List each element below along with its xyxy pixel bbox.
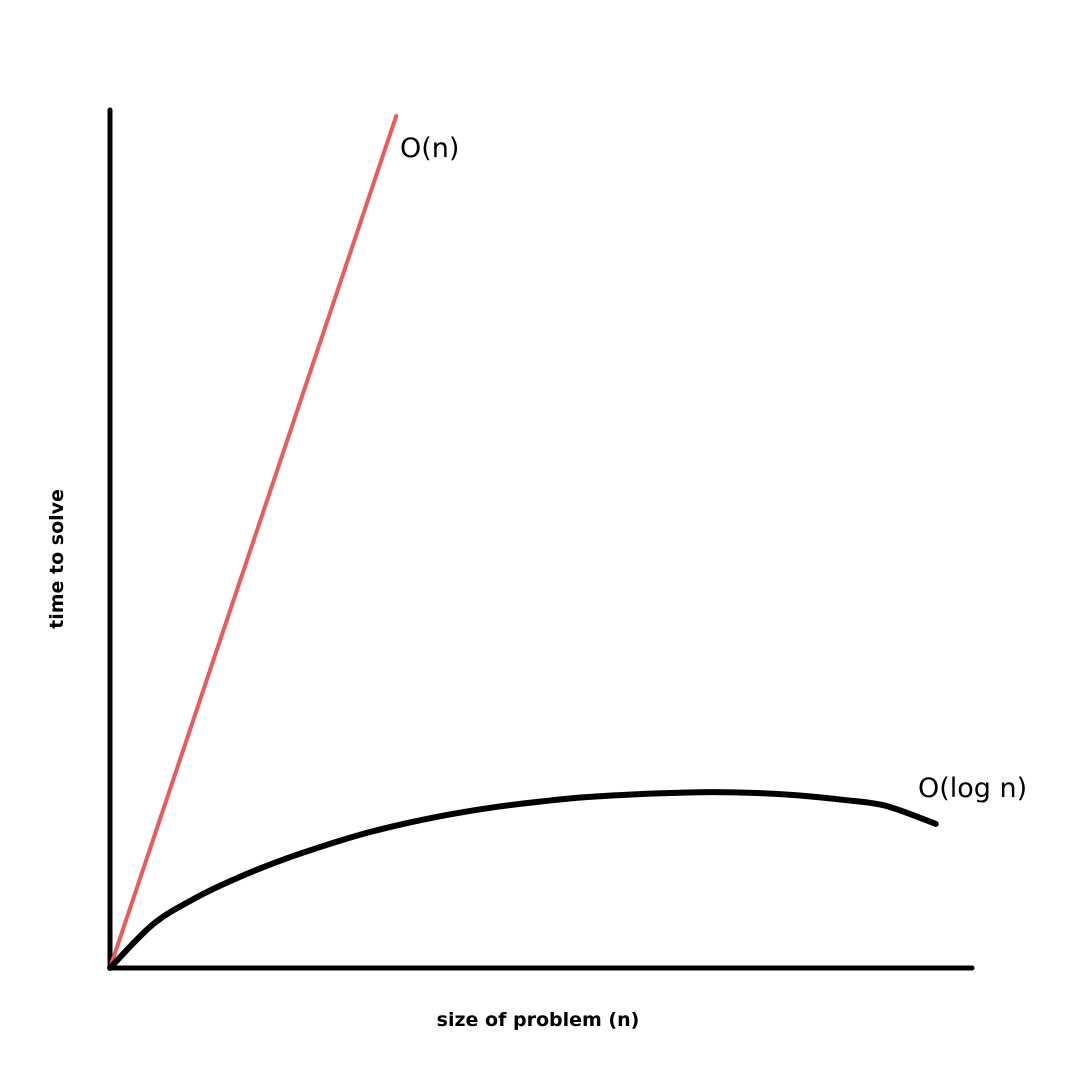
x-axis-label: size of problem (n) <box>437 1009 640 1031</box>
series-label-o-log-n: O(log n) <box>918 773 1027 804</box>
series-line-o-n <box>108 114 399 970</box>
y-axis-label: time to solve <box>46 489 68 629</box>
series-label-o-n: O(n) <box>400 133 459 164</box>
series-line-o-log-n <box>107 789 939 971</box>
series-layer <box>107 114 939 971</box>
